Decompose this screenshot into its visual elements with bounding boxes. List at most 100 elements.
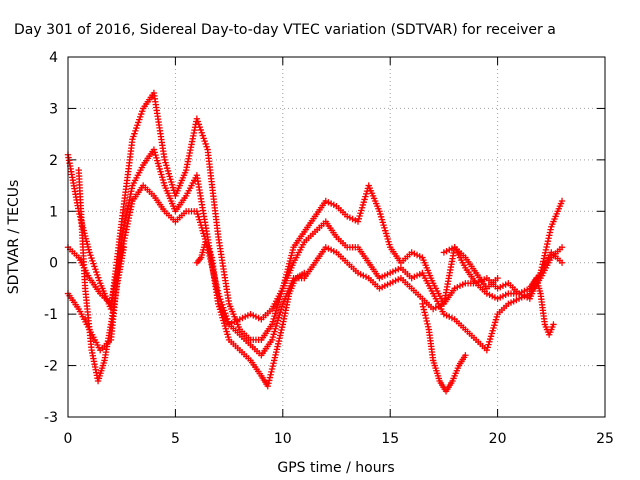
data-point	[194, 118, 202, 125]
data-point	[199, 132, 206, 139]
data-point	[558, 259, 566, 266]
series-2	[64, 146, 566, 354]
chart-title: Day 301 of 2016, Sidereal Day-to-day VTE…	[14, 22, 556, 38]
y-tick-label: -3	[44, 410, 58, 426]
data-point	[423, 317, 430, 325]
data-point	[193, 115, 201, 122]
data-point	[195, 121, 203, 128]
x-tick-label: 5	[171, 431, 180, 447]
x-tick-label: 10	[274, 431, 292, 447]
data-point	[424, 320, 431, 328]
data-point	[545, 235, 552, 242]
data-point	[538, 266, 545, 274]
data-point	[422, 312, 429, 319]
data-point	[196, 123, 204, 131]
plot-frame	[67, 56, 606, 418]
data-point	[94, 271, 101, 279]
data-point	[132, 127, 139, 135]
data-point	[131, 130, 138, 137]
grid	[68, 57, 605, 417]
data-point	[301, 269, 308, 277]
data-point	[266, 374, 274, 381]
data-point	[90, 260, 97, 267]
data-point	[542, 249, 549, 256]
data-point	[203, 143, 210, 150]
x-tick-label: 20	[489, 431, 507, 447]
data-point	[200, 135, 207, 142]
data-point	[541, 252, 548, 259]
data-point	[130, 133, 137, 140]
data-point	[269, 362, 276, 370]
data-point	[95, 274, 102, 281]
data-point	[264, 382, 271, 390]
data-point	[120, 244, 128, 251]
data-point	[540, 255, 548, 262]
data-point	[202, 140, 209, 148]
data-point	[550, 321, 557, 328]
data-point	[419, 303, 427, 310]
data-point	[420, 306, 428, 313]
data-point	[494, 274, 501, 282]
data-point	[546, 232, 553, 239]
data-point	[419, 300, 426, 308]
series-5	[193, 238, 308, 390]
data-point	[86, 249, 93, 256]
data-point	[134, 122, 141, 129]
data-point	[538, 264, 546, 271]
data-point	[92, 266, 99, 273]
data-point	[544, 237, 552, 245]
data-point	[558, 244, 566, 251]
data-point	[265, 377, 273, 384]
data-point	[133, 124, 140, 132]
y-axis-ticks: -3 -2 -1 0 1 2 3 4	[44, 50, 605, 426]
data-point	[129, 136, 136, 143]
data-point	[543, 243, 550, 251]
data-point	[265, 380, 272, 387]
data-point	[89, 257, 96, 265]
series-6	[419, 300, 469, 395]
data-point	[268, 368, 275, 376]
series-4	[75, 166, 128, 385]
data-point	[547, 226, 554, 233]
data-point	[542, 246, 550, 254]
y-tick-label: -2	[44, 359, 58, 375]
data-point	[135, 119, 142, 126]
data-point	[136, 116, 143, 123]
data-point	[558, 197, 566, 205]
data-point	[462, 352, 469, 359]
data-point	[139, 108, 146, 115]
data-point	[268, 365, 276, 373]
data-point	[537, 269, 544, 277]
data-point	[96, 277, 103, 284]
data-point	[91, 263, 98, 270]
x-axis-label: GPS time / hours	[277, 460, 394, 476]
data-point	[270, 360, 277, 367]
x-tick-label: 0	[64, 431, 73, 447]
x-tick-label: 15	[381, 431, 399, 447]
data-point	[539, 261, 546, 268]
data-point	[137, 113, 144, 121]
x-tick-label: 25	[596, 431, 614, 447]
data-point	[267, 371, 274, 378]
series-3	[64, 89, 566, 344]
y-tick-label: -1	[44, 307, 58, 323]
data-point	[87, 252, 94, 259]
series-7	[526, 274, 557, 338]
y-axis-label: SDTVAR / TECUs	[6, 180, 22, 295]
data-point	[93, 268, 100, 276]
data-point	[421, 309, 428, 316]
data-point	[197, 126, 204, 134]
data-point	[540, 258, 547, 265]
data-point	[546, 229, 554, 236]
series-8	[440, 244, 501, 292]
y-tick-label: 4	[49, 50, 58, 66]
data-point	[424, 323, 432, 330]
y-tick-label: 3	[49, 101, 58, 117]
y-tick-label: 2	[49, 153, 58, 169]
data-point	[88, 254, 95, 262]
data-point	[198, 129, 205, 136]
series-1	[64, 182, 566, 359]
data-point	[201, 137, 208, 145]
data-point	[544, 240, 551, 248]
